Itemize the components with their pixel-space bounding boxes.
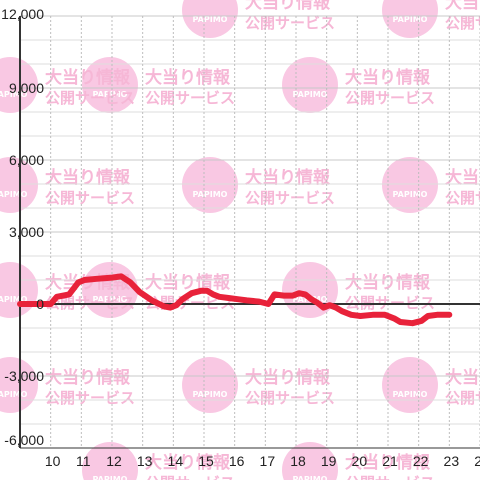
watermark-logo-circle: [282, 262, 338, 318]
watermark-line2: 公開サービス: [245, 389, 335, 407]
watermark-line2: 公開サービス: [145, 474, 235, 480]
watermark-logo-text: PAPIMO: [193, 190, 228, 199]
watermark-logo-circle: [82, 442, 138, 480]
x-tick-label: 17: [260, 453, 276, 469]
watermark-logo-circle: [282, 442, 338, 480]
x-tick-label: 13: [137, 453, 153, 469]
watermark-line2: 公開サービス: [345, 474, 435, 480]
x-tick-label: 12: [106, 453, 122, 469]
x-tick-label: 11: [76, 453, 91, 469]
y-tick-label: 3,000: [9, 224, 44, 240]
watermark-logo-text: PAPIMO: [393, 15, 428, 24]
watermark-logo-circle: [182, 157, 238, 213]
watermark-logo-text: PAPIMO: [393, 190, 428, 199]
watermark-line1: 大当り情報: [245, 167, 331, 188]
watermark-logo-text: PAPIMO: [193, 390, 228, 399]
series-layer: [17, 273, 453, 327]
watermark-logo-circle: [382, 157, 438, 213]
watermark-logo-text: PAPIMO: [0, 390, 28, 399]
x-tick-label: 24: [474, 453, 480, 469]
watermark-logo-circle: [182, 357, 238, 413]
watermark-logo-text: PAPIMO: [0, 190, 28, 199]
watermark-line1: 大当り情報: [345, 272, 431, 293]
watermark-line2: 公開サービス: [245, 14, 335, 32]
watermark-logo-circle: [282, 57, 338, 113]
watermark-line1: 大当り情報: [245, 367, 331, 388]
y-tick-label: 12,000: [1, 6, 44, 22]
x-tick-label: 22: [413, 453, 429, 469]
y-tick-label: 0: [36, 296, 44, 312]
x-tick-label: 23: [444, 453, 460, 469]
watermark-line2: 公開サービス: [45, 389, 135, 407]
watermark-logo-text: PAPIMO: [293, 90, 328, 99]
watermark-line2: 公開サービス: [445, 389, 480, 407]
watermark-line1: 大当り情報: [345, 452, 431, 473]
watermark-line2: 公開サービス: [445, 14, 480, 32]
watermark-line2: 公開サービス: [345, 89, 435, 107]
watermark-logo-circle: [382, 357, 438, 413]
x-tick-label: 18: [290, 453, 306, 469]
watermark-logo-text: PAPIMO: [193, 15, 228, 24]
y-tick-label: -3,000: [4, 368, 44, 384]
watermark-logo-text: PAPIMO: [93, 90, 128, 99]
watermark-line1: 大当り情報: [145, 452, 231, 473]
watermark-line1: 大当り情報: [245, 0, 331, 13]
x-tick-label: 15: [198, 453, 214, 469]
x-tick-label: 14: [168, 453, 184, 469]
watermark-logo-text: PAPIMO: [393, 390, 428, 399]
watermark-line1: 大当り情報: [45, 367, 131, 388]
watermark-line1: 大当り情報: [445, 367, 480, 388]
series-line: [17, 273, 453, 327]
watermark-logo-circle: [0, 157, 38, 213]
watermark-logo-text: PAPIMO: [0, 295, 28, 304]
watermark-line2: 公開サービス: [45, 89, 135, 107]
watermark-line1: 大当り情報: [45, 167, 131, 188]
watermark-logo-text: PAPIMO: [0, 90, 28, 99]
watermark-line1: 大当り情報: [445, 167, 480, 188]
y-tick-label: 9,000: [9, 80, 44, 96]
x-tick-label: 20: [352, 453, 368, 469]
watermark-logo-circle: [182, 0, 238, 38]
watermark-line1: 大当り情報: [445, 0, 480, 13]
watermark-logo-circle: [382, 0, 438, 38]
x-tick-label: 19: [321, 453, 337, 469]
watermark-logo-circle: [0, 357, 38, 413]
watermark-logo-circle: [0, 57, 38, 113]
axes: [19, 16, 480, 449]
watermark-line1: 大当り情報: [145, 272, 231, 293]
watermark-line1: 大当り情報: [45, 67, 131, 88]
watermark-line2: 公開サービス: [145, 89, 235, 107]
watermark-line2: 公開サービス: [245, 189, 335, 207]
x-tick-label: 21: [382, 453, 398, 469]
watermark-logo-text: PAPIMO: [293, 475, 328, 480]
x-tick-label: 10: [45, 453, 61, 469]
watermark-line2: 公開サービス: [445, 189, 480, 207]
watermark-line2: 公開サービス: [45, 189, 135, 207]
y-tick-label: -6,000: [4, 432, 44, 448]
watermark-logo-circle: [82, 57, 138, 113]
watermark-line1: 大当り情報: [145, 67, 231, 88]
y-tick-label: 6,000: [9, 152, 44, 168]
watermark-logo-text: PAPIMO: [93, 295, 128, 304]
x-tick-label: 16: [229, 453, 245, 469]
watermark-logo-text: PAPIMO: [93, 475, 128, 480]
